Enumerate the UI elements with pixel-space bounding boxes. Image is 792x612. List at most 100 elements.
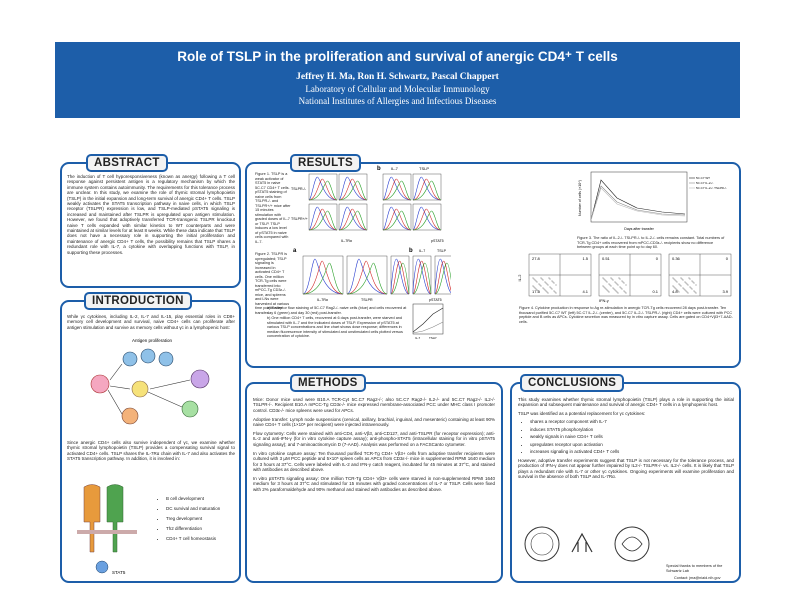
- histogram-curve: [412, 260, 432, 295]
- cell: [140, 348, 156, 364]
- dot: [680, 277, 682, 279]
- cell: [190, 369, 210, 389]
- list-item: B cell development: [166, 494, 246, 504]
- cell: [181, 400, 199, 418]
- col-label: TSLP: [437, 249, 447, 253]
- dot: [534, 279, 536, 281]
- histogram-curve: [308, 208, 338, 231]
- col-label: IL-7: [419, 249, 425, 253]
- dot: [537, 290, 539, 292]
- dot: [605, 288, 607, 290]
- dot: [612, 279, 614, 281]
- histogram-curve: [390, 260, 410, 295]
- dot: [616, 291, 618, 293]
- fig3-caption: Figure 3. The ratio of IL-2-/- TSLPR-/- …: [577, 236, 725, 249]
- histogram-curve: [346, 262, 388, 295]
- dot: [692, 281, 694, 283]
- list-item: CD4+ T cell homeostasis: [166, 534, 246, 544]
- dot: [548, 277, 550, 279]
- paragraph: Adoptive transfer: Lymph node suspension…: [253, 416, 495, 428]
- fig2: a b IL-7 TSLP IL-7Rα TSLPR pSTAT5: [293, 248, 451, 302]
- dot: [555, 284, 557, 286]
- curve: [590, 187, 686, 221]
- histogram-curve: [338, 180, 368, 201]
- fig4-caption: Figure 4. Cytokine production in respons…: [519, 306, 733, 324]
- dot: [621, 280, 623, 282]
- histogram-curve: [390, 262, 410, 295]
- dot: [539, 284, 541, 286]
- histogram-frame: [412, 255, 432, 295]
- legend-entry: 5C.C7 IL-2-/-: [696, 181, 713, 185]
- histogram-curve: [434, 262, 451, 295]
- axis-label: pSTAT5: [431, 239, 444, 243]
- receptor-chain: [106, 484, 124, 553]
- row-label: TSLPR+/+: [291, 217, 308, 221]
- methods-panel: Mice: Donor mice used were B10.A TCR-Cyt…: [245, 382, 503, 583]
- histogram-curve: [302, 262, 344, 295]
- histograms: [308, 173, 442, 231]
- header: Role of TSLP in the proliferation and su…: [55, 42, 740, 118]
- dot: [549, 278, 551, 280]
- dot: [550, 287, 552, 289]
- dot: [686, 291, 688, 293]
- cell: [122, 351, 138, 367]
- membrane: [77, 530, 137, 534]
- dot: [555, 292, 557, 294]
- dot: [609, 284, 611, 286]
- histogram-curve: [434, 260, 451, 295]
- cell: [121, 407, 139, 425]
- axis-label: IL-7Rα: [341, 239, 352, 243]
- list-item: Th2 differentiation: [166, 524, 246, 534]
- results-heading: RESULTS: [290, 154, 361, 172]
- dot: [678, 283, 680, 285]
- dot: [538, 283, 540, 285]
- dot: [689, 286, 691, 288]
- dot: [613, 288, 615, 290]
- dot: [619, 286, 621, 288]
- histogram-curve: [412, 210, 442, 231]
- dot: [676, 281, 678, 283]
- lab: Laboratory of Cellular and Molecular Imm…: [305, 84, 490, 94]
- dot: [682, 279, 684, 281]
- dot: [621, 288, 623, 290]
- fig2-line-chart: IL-7 TSLP: [412, 303, 444, 340]
- dot: [678, 291, 680, 293]
- axis-label: Days after transfer: [624, 227, 654, 231]
- quadrant-value: 0: [726, 256, 729, 261]
- receptor-label: STAT5: [112, 570, 126, 575]
- logo: [524, 526, 560, 562]
- fig4: IL-2 27.8 1.5 17.3 4.1 0.51 0 0.1 0.36 0 4.8 3.9 I…: [517, 253, 732, 303]
- fig1: a b IL-7 TSLP TSLPR-/- TSLPR+/+ IL-7Rα p…: [291, 166, 444, 243]
- title: Role of TSLP in the proliferation and su…: [177, 49, 618, 64]
- dot: [683, 288, 685, 290]
- list-item: induces STAT5 phosphorylation: [530, 426, 734, 434]
- histogram-curve: [346, 258, 388, 295]
- dot: [552, 281, 554, 283]
- fig3: Number of cells (×10⁴) Days after transf…: [578, 171, 727, 231]
- fig2-caption: Figure 2. TSLPR is upregulated; TSLP sig…: [255, 252, 290, 315]
- dot: [672, 285, 674, 287]
- histogram-curve: [308, 176, 338, 201]
- dot: [535, 280, 537, 282]
- histogram-curve: [434, 258, 451, 295]
- logos: [524, 526, 650, 562]
- paragraph: TSLP was identified as a potential repla…: [518, 410, 646, 416]
- histogram-curve: [338, 178, 368, 201]
- dot: [546, 291, 548, 293]
- histogram-curve: [308, 210, 338, 231]
- axis-label: IL-2: [517, 274, 522, 282]
- dot: [687, 292, 689, 294]
- dot: [608, 291, 610, 293]
- histogram-curve: [412, 262, 432, 295]
- paragraph: This study examines whether thymic strom…: [518, 397, 734, 408]
- dot: [687, 284, 689, 286]
- dot: [614, 289, 616, 291]
- histogram-frame: [434, 255, 451, 295]
- dot: [535, 288, 537, 290]
- quadrant-value: 17.3: [532, 289, 541, 294]
- logo: [614, 526, 650, 562]
- dot: [542, 287, 544, 289]
- dot: [540, 285, 542, 287]
- dot: [536, 289, 538, 291]
- histogram-curve: [308, 180, 338, 201]
